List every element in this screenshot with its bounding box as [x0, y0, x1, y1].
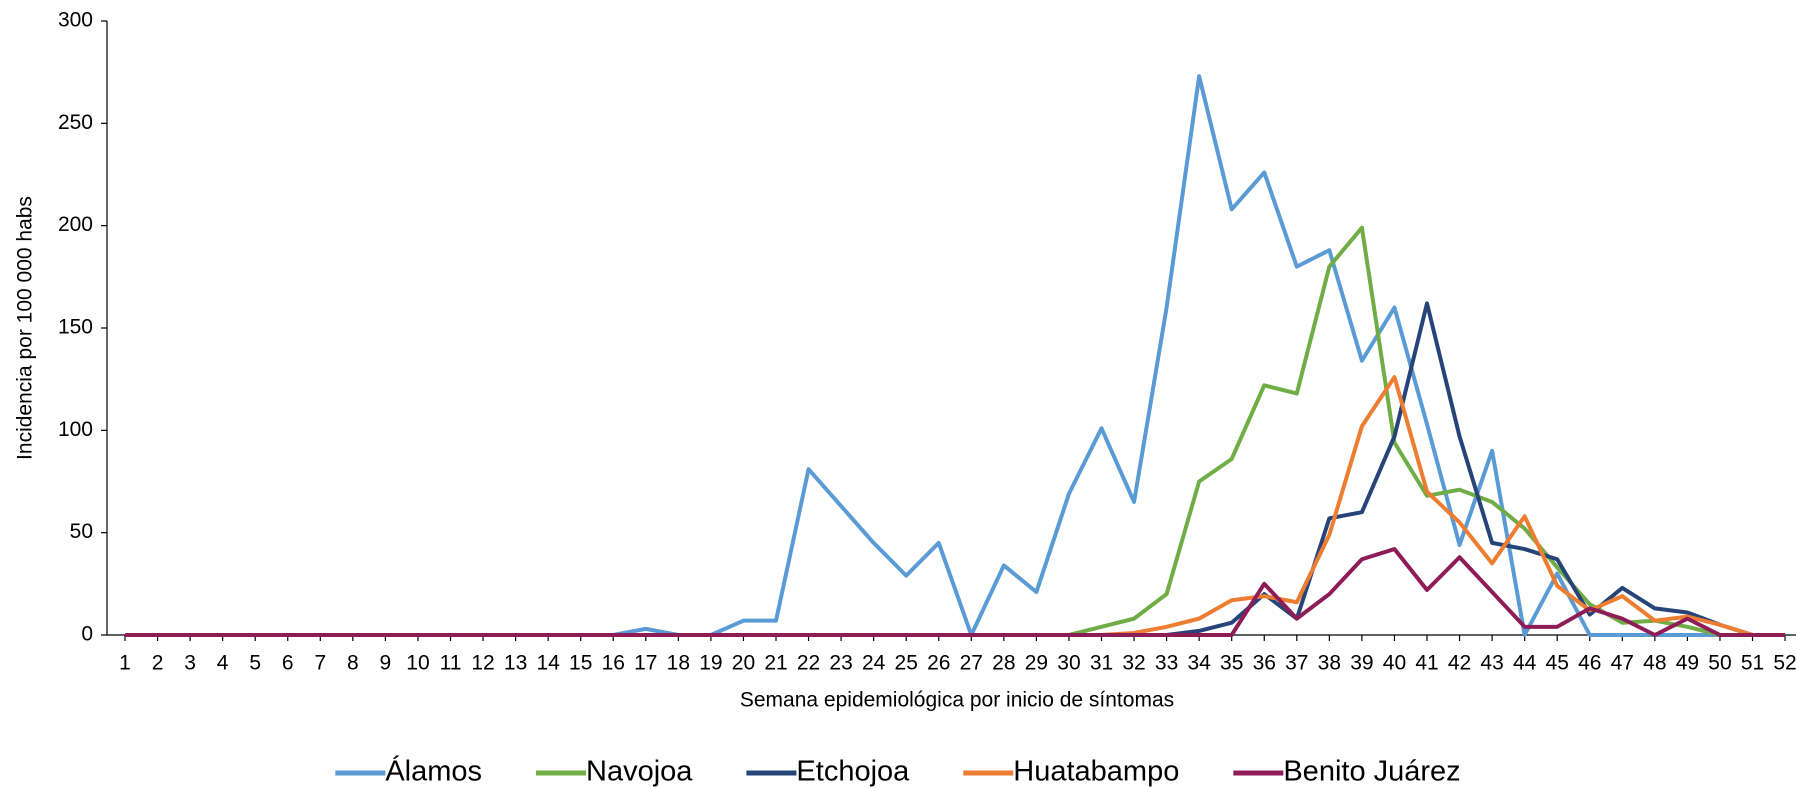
legend-label: Navojoa — [586, 756, 693, 788]
x-tick-label: 23 — [829, 652, 852, 675]
x-axis-title: Semana epidemiológica por inicio de sínt… — [740, 689, 1174, 712]
x-tick-label: 13 — [504, 652, 527, 675]
legend-label: Huatabampo — [1013, 756, 1179, 788]
x-tick-label: 29 — [1025, 652, 1048, 675]
x-tick-label: 44 — [1513, 652, 1537, 675]
x-tick-label: 4 — [217, 652, 229, 675]
x-tick-label: 5 — [249, 652, 261, 675]
series-line — [125, 375, 1786, 637]
x-tick-label: 39 — [1350, 652, 1373, 675]
x-tick-label: 40 — [1383, 652, 1406, 675]
x-tick-label: 47 — [1611, 652, 1634, 675]
x-tick-label: 17 — [634, 652, 657, 675]
x-tick-label: 45 — [1546, 652, 1569, 675]
x-tick-label: 18 — [667, 652, 690, 675]
x-tick-label: 6 — [282, 652, 294, 675]
x-tick-label: 34 — [1187, 652, 1211, 675]
x-tick-label: 37 — [1285, 652, 1308, 675]
x-tick-label: 21 — [764, 652, 787, 675]
y-axis-title: Incidencia por 100 000 habs — [14, 196, 37, 460]
legend-label: Benito Juárez — [1283, 756, 1460, 788]
y-tick-label: 50 — [70, 520, 93, 543]
x-tick-label: 28 — [992, 652, 1015, 675]
x-tick-label: 38 — [1318, 652, 1341, 675]
y-tick-label: 100 — [58, 418, 93, 441]
x-tick-label: 32 — [1122, 652, 1145, 675]
x-tick-label: 51 — [1741, 652, 1764, 675]
series-line — [125, 225, 1786, 637]
x-tick-label: 3 — [184, 652, 196, 675]
x-tick-label: 26 — [927, 652, 950, 675]
x-tick-label: 31 — [1090, 652, 1113, 675]
x-tick-label: 48 — [1643, 652, 1666, 675]
x-tick-label: 10 — [406, 652, 429, 675]
x-tick-label: 50 — [1708, 652, 1731, 675]
y-tick-label: 250 — [58, 111, 93, 134]
x-tick-label: 24 — [862, 652, 886, 675]
series-line — [125, 547, 1786, 637]
x-tick-label: 7 — [314, 652, 326, 675]
x-tick-label: 49 — [1676, 652, 1699, 675]
x-tick-label: 22 — [797, 652, 820, 675]
y-tick-label: 0 — [81, 623, 93, 646]
x-tick-label: 36 — [1253, 652, 1276, 675]
x-tick-label: 2 — [152, 652, 164, 675]
x-tick-label: 52 — [1773, 652, 1796, 675]
x-tick-label: 15 — [569, 652, 592, 675]
x-tick-label: 42 — [1448, 652, 1471, 675]
x-tick-label: 20 — [732, 652, 755, 675]
legend-label: Álamos — [385, 755, 482, 788]
x-tick-label: 16 — [602, 652, 625, 675]
x-tick-label: 25 — [895, 652, 918, 675]
x-tick-label: 35 — [1220, 652, 1243, 675]
x-tick-label: 8 — [347, 652, 359, 675]
x-tick-label: 46 — [1578, 652, 1601, 675]
x-tick-label: 1 — [119, 652, 131, 675]
y-tick-label: 300 — [58, 9, 93, 32]
y-tick-label: 150 — [58, 316, 93, 339]
x-tick-label: 11 — [440, 652, 462, 675]
x-tick-label: 12 — [471, 652, 494, 675]
x-tick-label: 14 — [536, 652, 560, 675]
legend-label: Etchojoa — [796, 756, 910, 788]
x-tick-label: 9 — [380, 652, 392, 675]
y-tick-label: 200 — [58, 213, 93, 236]
x-tick-label: 30 — [1057, 652, 1080, 675]
x-tick-label: 33 — [1155, 652, 1178, 675]
x-tick-label: 27 — [960, 652, 983, 675]
x-tick-label: 43 — [1480, 652, 1503, 675]
x-tick-label: 19 — [699, 652, 722, 675]
x-tick-label: 41 — [1415, 652, 1438, 675]
